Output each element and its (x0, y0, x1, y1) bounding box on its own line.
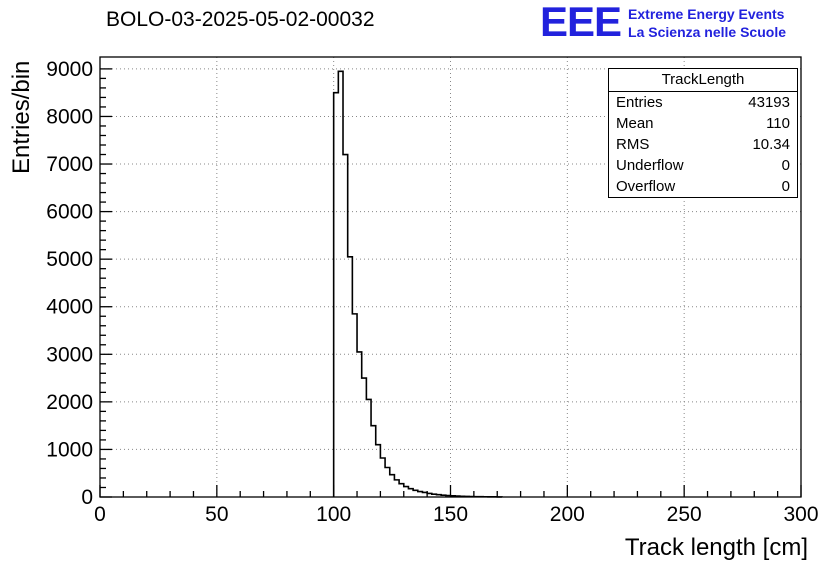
svg-text:0: 0 (81, 486, 93, 509)
svg-text:8000: 8000 (46, 105, 93, 128)
svg-text:300: 300 (783, 503, 818, 526)
stats-title: TrackLength (609, 69, 797, 92)
stats-row: RMS 10.34 (609, 134, 797, 155)
logo-line1: Extreme Energy Events (628, 6, 785, 22)
svg-text:9000: 9000 (46, 58, 93, 81)
stats-value: 43193 (748, 94, 790, 111)
eee-logo-text: EEE (540, 0, 622, 45)
svg-text:2000: 2000 (46, 391, 93, 414)
stats-value: 0 (781, 178, 790, 195)
x-axis-label: Track length [cm] (624, 534, 808, 561)
svg-text:4000: 4000 (46, 296, 93, 319)
stats-row: Underflow 0 (609, 155, 797, 176)
logo-line2: La Scienza nelle Scuole (628, 24, 786, 41)
svg-text:150: 150 (433, 503, 468, 526)
stats-row: Overflow 0 (609, 176, 797, 197)
stats-value: 0 (781, 157, 790, 174)
svg-text:1000: 1000 (46, 438, 93, 461)
y-axis-label: Entries/bin (8, 60, 35, 174)
stats-label: RMS (616, 136, 650, 153)
stats-row: Mean 110 (609, 113, 797, 134)
stats-value: 10.34 (752, 136, 790, 153)
stats-box: TrackLength Entries 43193 Mean 110 RMS 1… (608, 68, 798, 198)
svg-text:100: 100 (316, 503, 351, 526)
stats-row: Entries 43193 (609, 92, 797, 113)
svg-text:5000: 5000 (46, 248, 93, 271)
stats-value: 110 (766, 115, 790, 132)
svg-text:250: 250 (667, 503, 702, 526)
stats-label: Underflow (616, 157, 684, 174)
svg-text:0: 0 (94, 503, 106, 526)
eee-logo-caption: Extreme Energy Events La Scienza nelle S… (628, 2, 786, 41)
stats-label: Overflow (616, 178, 676, 195)
svg-text:200: 200 (550, 503, 585, 526)
stats-label: Mean (616, 115, 654, 132)
eee-logo: EEE Extreme Energy Events La Scienza nel… (540, 0, 786, 45)
svg-text:6000: 6000 (46, 201, 93, 224)
svg-text:7000: 7000 (46, 153, 93, 176)
svg-text:50: 50 (205, 503, 228, 526)
plot-title: BOLO-03-2025-05-02-00032 (106, 8, 375, 31)
svg-text:3000: 3000 (46, 343, 93, 366)
stats-label: Entries (616, 94, 663, 111)
